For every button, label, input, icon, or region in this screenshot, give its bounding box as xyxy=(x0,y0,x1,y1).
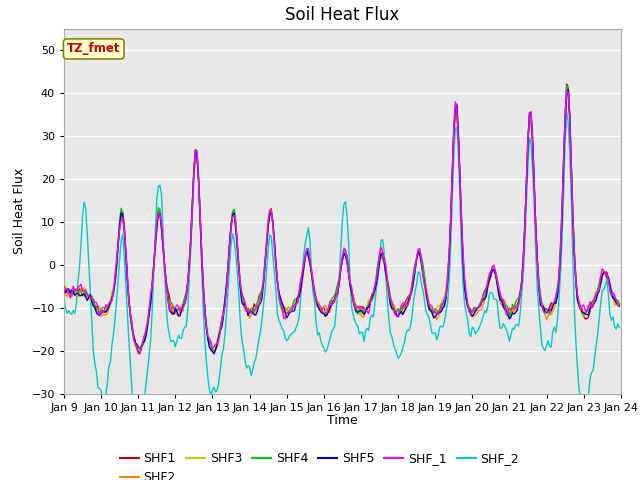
SHF4 xyxy=(246,309,253,314)
SHF4 xyxy=(210,348,218,354)
Line: SHF_1: SHF_1 xyxy=(64,91,620,353)
Line: SHF2: SHF2 xyxy=(64,86,620,354)
SHF2 xyxy=(227,225,235,231)
SHF1 xyxy=(588,300,595,306)
SHF_1 xyxy=(246,308,253,313)
Title: Soil Heat Flux: Soil Heat Flux xyxy=(285,6,399,24)
Text: TZ_fmet: TZ_fmet xyxy=(67,42,120,55)
SHF2 xyxy=(134,351,142,357)
SHF_2 xyxy=(60,298,68,304)
SHF2 xyxy=(305,249,312,255)
SHF_1 xyxy=(227,225,235,231)
SHF1 xyxy=(255,293,262,299)
SHF_1 xyxy=(305,246,312,252)
SHF5 xyxy=(616,303,623,309)
SHF5 xyxy=(227,222,235,228)
SHF_2 xyxy=(305,225,312,230)
SHF3 xyxy=(128,328,136,334)
SHF4 xyxy=(60,288,68,293)
SHF_1 xyxy=(136,350,143,356)
SHF5 xyxy=(128,325,136,331)
Line: SHF_2: SHF_2 xyxy=(64,112,620,423)
SHF5 xyxy=(246,309,253,314)
SHF3 xyxy=(136,351,143,357)
SHF3 xyxy=(616,300,623,306)
SHF_2 xyxy=(246,364,253,370)
SHF5 xyxy=(564,86,572,92)
SHF4 xyxy=(305,250,312,256)
Line: SHF4: SHF4 xyxy=(64,86,620,351)
SHF3 xyxy=(246,308,253,313)
Line: SHF3: SHF3 xyxy=(64,92,620,354)
SHF3 xyxy=(588,306,595,312)
Line: SHF1: SHF1 xyxy=(64,84,620,350)
SHF_2 xyxy=(255,337,262,343)
SHF2 xyxy=(588,305,595,311)
SHF_2 xyxy=(588,370,595,375)
SHF2 xyxy=(255,297,262,303)
SHF_2 xyxy=(616,324,623,330)
SHF1 xyxy=(210,348,218,353)
SHF5 xyxy=(60,288,68,294)
SHF2 xyxy=(60,291,68,297)
SHF2 xyxy=(128,321,136,327)
SHF2 xyxy=(564,83,572,89)
SHF2 xyxy=(616,300,623,306)
SHF_2 xyxy=(136,420,143,426)
SHF1 xyxy=(246,308,253,314)
SHF3 xyxy=(255,298,262,304)
SHF3 xyxy=(305,250,312,255)
SHF4 xyxy=(616,301,623,307)
SHF5 xyxy=(588,304,595,310)
SHF5 xyxy=(210,351,218,357)
SHF4 xyxy=(563,84,570,89)
Legend: SHF1, SHF2, SHF3, SHF4, SHF5, SHF_1, SHF_2: SHF1, SHF2, SHF3, SHF4, SHF5, SHF_1, SHF… xyxy=(115,447,524,480)
SHF5 xyxy=(255,302,262,308)
Line: SHF5: SHF5 xyxy=(64,89,620,354)
SHF_1 xyxy=(616,302,623,308)
SHF2 xyxy=(246,315,253,321)
SHF1 xyxy=(563,81,570,87)
X-axis label: Time: Time xyxy=(327,414,358,427)
SHF4 xyxy=(255,296,262,302)
Y-axis label: Soil Heat Flux: Soil Heat Flux xyxy=(13,168,26,254)
SHF5 xyxy=(305,254,312,260)
SHF_1 xyxy=(255,302,262,308)
SHF3 xyxy=(564,89,572,95)
SHF4 xyxy=(128,325,136,331)
SHF4 xyxy=(588,305,595,311)
SHF_1 xyxy=(588,304,595,310)
SHF_2 xyxy=(563,109,570,115)
SHF_2 xyxy=(128,388,136,394)
SHF_1 xyxy=(563,88,570,94)
SHF1 xyxy=(305,250,312,255)
SHF1 xyxy=(128,322,136,327)
SHF_1 xyxy=(60,289,68,295)
SHF1 xyxy=(227,224,235,230)
SHF_1 xyxy=(128,323,136,328)
SHF3 xyxy=(227,222,235,228)
SHF1 xyxy=(60,282,68,288)
SHF4 xyxy=(227,223,235,228)
SHF_2 xyxy=(227,241,235,247)
SHF1 xyxy=(616,302,623,308)
SHF3 xyxy=(60,282,68,288)
